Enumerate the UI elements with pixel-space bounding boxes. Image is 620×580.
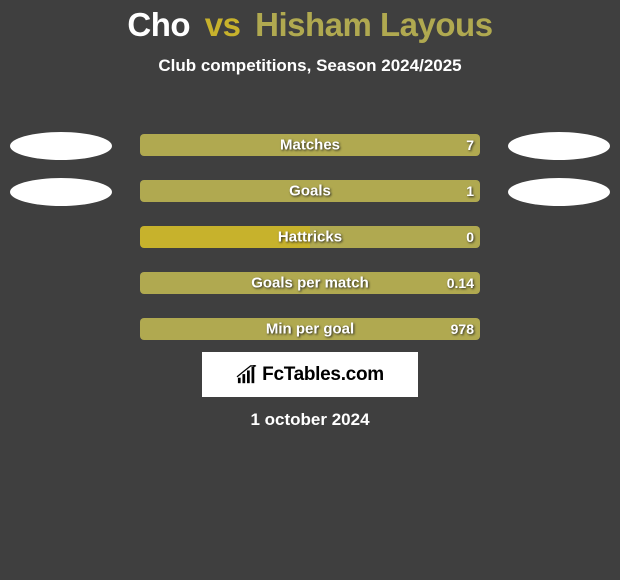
player2-name: Hisham Layous bbox=[255, 6, 492, 43]
stat-bar: Goals per match0.14 bbox=[140, 272, 480, 294]
player2-bar-segment bbox=[140, 180, 480, 202]
stat-bar: Min per goal978 bbox=[140, 318, 480, 340]
player2-bar-segment bbox=[140, 134, 480, 156]
stat-row: Matches7 bbox=[0, 122, 620, 168]
player1-name: Cho bbox=[127, 6, 190, 43]
stat-row: Hattricks0 bbox=[0, 214, 620, 260]
stat-bar: Hattricks0 bbox=[140, 226, 480, 248]
player2-value: 978 bbox=[451, 321, 474, 337]
subtitle: Club competitions, Season 2024/2025 bbox=[0, 56, 620, 76]
vs-text: vs bbox=[205, 6, 241, 43]
player2-photo-placeholder bbox=[508, 132, 610, 160]
player1-photo-placeholder bbox=[10, 178, 112, 206]
stat-bar: Goals1 bbox=[140, 180, 480, 202]
stat-rows: Matches7 Goals1 Hattricks0 Goals per match0… bbox=[0, 122, 620, 352]
player2-value: 1 bbox=[466, 183, 474, 199]
player2-value: 7 bbox=[466, 137, 474, 153]
player2-bar-segment bbox=[310, 226, 480, 248]
player2-value: 0.14 bbox=[447, 275, 474, 291]
stat-row: Goals1 bbox=[0, 168, 620, 214]
player1-bar-segment bbox=[140, 226, 310, 248]
stat-row: Min per goal978 bbox=[0, 306, 620, 352]
fctables-logo: FcTables.com bbox=[202, 352, 418, 397]
player2-bar-segment bbox=[140, 272, 480, 294]
stat-row: Goals per match0.14 bbox=[0, 260, 620, 306]
stat-bar: Matches7 bbox=[140, 134, 480, 156]
snapshot-date: 1 october 2024 bbox=[0, 410, 620, 430]
player2-bar-segment bbox=[140, 318, 480, 340]
player2-photo-placeholder bbox=[508, 178, 610, 206]
comparison-title: Cho vs Hisham Layous bbox=[0, 0, 620, 44]
logo-text: FcTables.com bbox=[262, 364, 384, 386]
player2-value: 0 bbox=[466, 229, 474, 245]
player1-photo-placeholder bbox=[10, 132, 112, 160]
bar-chart-icon bbox=[236, 365, 258, 385]
